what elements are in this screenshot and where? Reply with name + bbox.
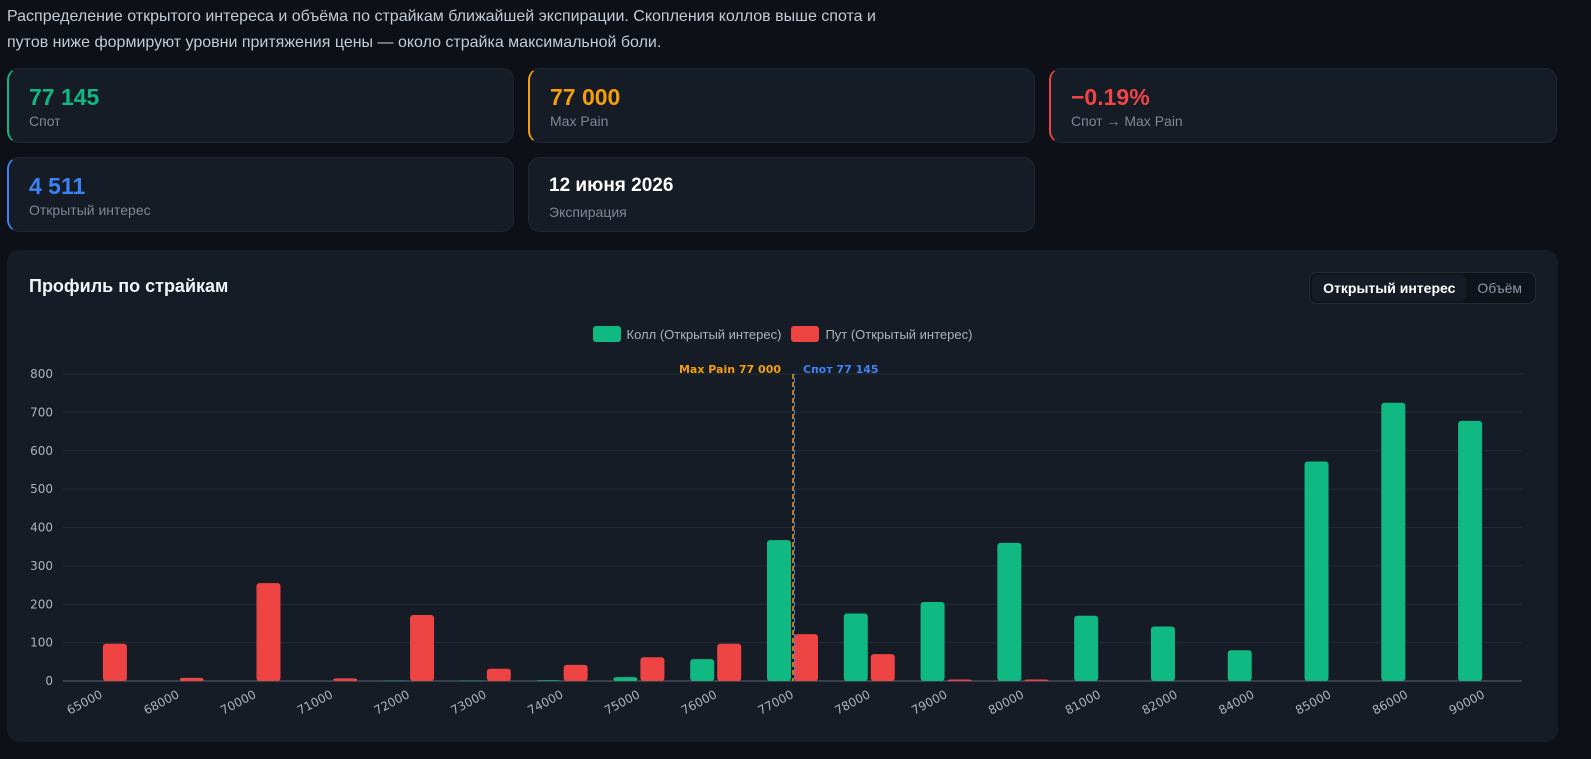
x-tick-label: 65000 <box>65 687 105 717</box>
put-bar <box>410 614 435 681</box>
x-tick-label: 78000 <box>832 687 872 717</box>
x-tick-label: 79000 <box>909 687 949 717</box>
chart-legend: Колл (Открытый интерес) Пут (Открытый ин… <box>7 326 1558 342</box>
call-bar <box>690 659 715 681</box>
legend-item-call[interactable]: Колл (Открытый интерес) <box>592 326 782 342</box>
put-bar <box>179 677 204 681</box>
x-tick-label: 74000 <box>525 687 565 717</box>
call-bar <box>1458 420 1483 681</box>
x-tick-label: 77000 <box>756 687 796 717</box>
max-pain-annotation: Max Pain 77 000 <box>679 363 781 376</box>
intro-text: Распределение открытого интереса и объём… <box>7 8 876 51</box>
call-bar <box>613 677 638 681</box>
max-pain-label: Max Pain <box>550 113 609 129</box>
delta-value: −0.19% <box>1071 84 1150 110</box>
put-swatch <box>791 326 820 342</box>
max-pain-card: 77 000 Max Pain <box>528 68 1035 143</box>
put-bar <box>1024 679 1049 681</box>
call-bar <box>997 542 1022 681</box>
y-tick-label: 400 <box>30 521 53 535</box>
y-tick-label: 200 <box>30 597 53 611</box>
x-tick-label: 81000 <box>1063 687 1103 717</box>
call-bar <box>767 540 791 681</box>
legend-put-label: Пут (Открытый интерес) <box>825 326 973 342</box>
x-tick-label: 70000 <box>218 687 258 717</box>
y-tick-label: 0 <box>45 674 53 688</box>
call-bar <box>920 601 945 681</box>
expiry-label: Экспирация <box>549 204 627 220</box>
y-tick-label: 500 <box>30 482 53 496</box>
put-bar <box>102 643 127 681</box>
put-bar <box>717 643 742 681</box>
call-bar <box>1381 402 1406 681</box>
call-bar <box>1074 615 1099 681</box>
open-interest-value: 4 511 <box>29 173 86 199</box>
delta-label: Спот → Max Pain <box>1071 113 1183 129</box>
put-bar <box>256 583 281 681</box>
spot-value: 77 145 <box>29 84 100 110</box>
x-tick-label: 90000 <box>1447 687 1487 717</box>
open-interest-label: Открытый интерес <box>29 202 151 218</box>
call-bar <box>1304 461 1329 681</box>
put-bar <box>486 668 511 681</box>
call-bar <box>1150 626 1175 681</box>
strike-bar-chart: 0 100 200 300 400 500 600 700 800 65000 68000 70000… <box>30 363 1522 718</box>
y-tick-label: 800 <box>30 367 53 381</box>
call-swatch <box>592 326 621 342</box>
put-bar <box>870 654 895 681</box>
y-tick-label: 100 <box>30 636 53 650</box>
x-tick-label: 71000 <box>295 687 335 717</box>
put-bar <box>794 634 818 681</box>
legend-item-put[interactable]: Пут (Открытый интерес) <box>791 326 972 342</box>
toggle-open-interest[interactable]: Открытый интерес <box>1312 275 1467 301</box>
strike-profile-panel: Профиль по страйкам Открытый интерес Объ… <box>7 250 1558 742</box>
x-tick-label: 72000 <box>372 687 412 717</box>
x-tick-label: 84000 <box>1216 687 1256 717</box>
x-tick-label: 76000 <box>679 687 719 717</box>
expiry-card: 12 июня 2026 Экспирация <box>528 157 1035 232</box>
x-tick-label: 85000 <box>1293 687 1333 717</box>
toggle-volume[interactable]: Объём <box>1477 280 1522 296</box>
y-tick-label: 700 <box>30 405 53 419</box>
call-bar <box>1227 650 1252 681</box>
call-bar <box>536 680 561 681</box>
y-tick-label: 600 <box>30 444 53 458</box>
max-pain-value: 77 000 <box>550 84 621 110</box>
x-tick-label: 73000 <box>448 687 488 717</box>
x-tick-label: 80000 <box>986 687 1026 717</box>
spot-label: Спот <box>29 113 61 129</box>
delta-card: −0.19% Спот → Max Pain <box>1049 68 1557 143</box>
expiry-value: 12 июня 2026 <box>549 175 674 196</box>
x-tick-label: 82000 <box>1140 687 1180 717</box>
y-tick-label: 300 <box>30 559 53 573</box>
spot-annotation: Спот 77 145 <box>803 363 879 376</box>
legend-call-label: Колл (Открытый интерес) <box>626 326 782 342</box>
panel-title: Профиль по страйкам <box>29 276 229 296</box>
spot-card: 77 145 Спот <box>7 68 514 143</box>
put-bar <box>563 664 588 681</box>
metric-toggle: Открытый интерес Объём <box>1309 272 1536 304</box>
call-bar <box>843 613 868 681</box>
put-bar <box>640 657 665 681</box>
x-tick-label: 68000 <box>141 687 181 717</box>
put-bar <box>947 679 972 681</box>
open-interest-card: 4 511 Открытый интерес <box>7 157 514 232</box>
put-bar <box>333 678 358 681</box>
x-tick-label: 75000 <box>602 687 642 717</box>
x-tick-label: 86000 <box>1370 687 1410 717</box>
